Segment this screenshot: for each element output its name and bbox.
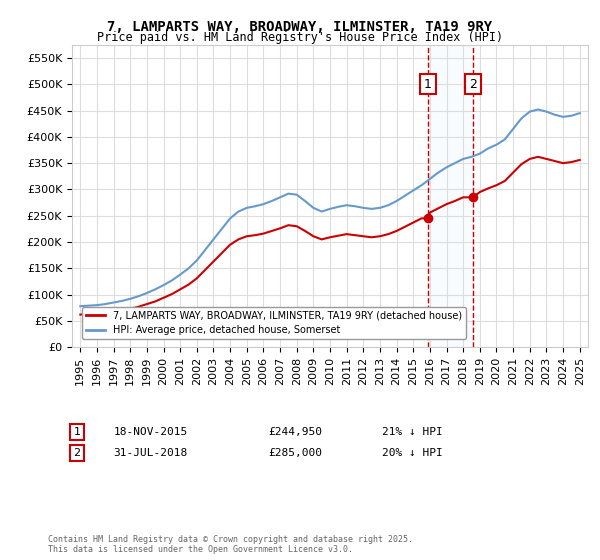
Text: £285,000: £285,000: [268, 448, 322, 458]
Text: 7, LAMPARTS WAY, BROADWAY, ILMINSTER, TA19 9RY: 7, LAMPARTS WAY, BROADWAY, ILMINSTER, TA…: [107, 20, 493, 34]
Text: 18-NOV-2015: 18-NOV-2015: [113, 427, 188, 437]
Text: Price paid vs. HM Land Registry's House Price Index (HPI): Price paid vs. HM Land Registry's House …: [97, 31, 503, 44]
Text: 2: 2: [469, 78, 477, 91]
Text: £244,950: £244,950: [268, 427, 322, 437]
Bar: [428, 45, 473, 347]
Text: Contains HM Land Registry data © Crown copyright and database right 2025.
This d: Contains HM Land Registry data © Crown c…: [48, 535, 413, 554]
Text: 2: 2: [74, 448, 81, 458]
Text: 31-JUL-2018: 31-JUL-2018: [113, 448, 188, 458]
Legend: 7, LAMPARTS WAY, BROADWAY, ILMINSTER, TA19 9RY (detached house), HPI: Average pr: 7, LAMPARTS WAY, BROADWAY, ILMINSTER, TA…: [82, 307, 466, 339]
Text: 20% ↓ HPI: 20% ↓ HPI: [382, 448, 442, 458]
Text: 1: 1: [424, 78, 432, 91]
Text: 21% ↓ HPI: 21% ↓ HPI: [382, 427, 442, 437]
Text: 1: 1: [74, 427, 80, 437]
